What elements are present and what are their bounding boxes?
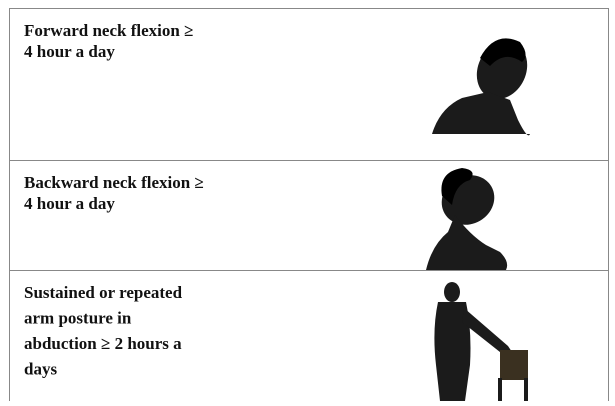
row-label: Backward neck flexion ≥ — [24, 173, 204, 192]
row-label: Sustained or repeated — [24, 283, 183, 302]
row-label: arm posture in — [24, 308, 132, 327]
row-label: Forward neck flexion ≥ — [24, 21, 193, 40]
photo-backward-flexion — [426, 168, 508, 270]
row-label: 4 hour a day — [24, 194, 115, 213]
row-label: days — [24, 359, 57, 378]
row-label: abduction ≥ 2 hours a — [24, 334, 182, 353]
photo-forward-flexion — [432, 38, 530, 136]
row-label: 4 hour a day — [24, 42, 115, 61]
table-border — [9, 8, 609, 406]
photo-arm-abduction — [434, 282, 528, 401]
